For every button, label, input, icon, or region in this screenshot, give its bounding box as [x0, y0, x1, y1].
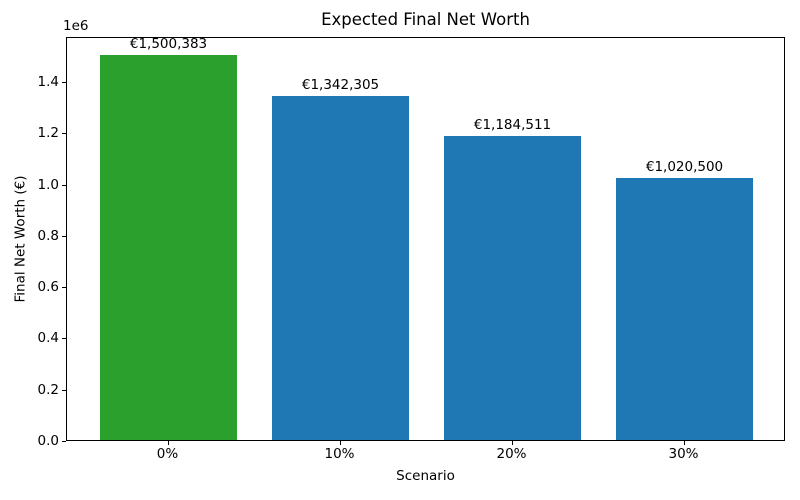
y-axis-offset-text: 1e6 [63, 18, 89, 34]
y-tick-label: 1.0 [37, 176, 59, 193]
y-tick-mark [62, 441, 66, 442]
bar-value-label: €1,020,500 [645, 159, 724, 176]
x-tick-label: 10% [324, 446, 355, 462]
bar-value-label: €1,342,305 [301, 76, 380, 93]
x-tick-mark [167, 441, 169, 445]
y-tick-label: 0.6 [37, 279, 59, 296]
x-tick-label: 30% [668, 446, 699, 462]
y-tick-label: 0.8 [37, 227, 59, 244]
y-axis-label: Final Net Worth (€) [12, 175, 29, 303]
x-tick-label: 20% [496, 446, 527, 462]
x-tick-label: 0% [156, 446, 179, 462]
bar-0% [99, 55, 238, 440]
bar-30% [615, 178, 754, 440]
bar-value-label: €1,184,511 [473, 117, 552, 134]
x-tick-mark [511, 441, 513, 445]
y-tick-mark [62, 82, 66, 83]
y-tick-mark [62, 235, 66, 237]
bar-20% [443, 136, 582, 440]
y-tick-label: 1.2 [37, 125, 59, 142]
plot-area: €1,500,383 €1,342,305 €1,184,511 €1,020,500 [66, 37, 785, 441]
y-tick-mark [62, 184, 66, 186]
y-tick-mark [62, 389, 66, 391]
y-tick-label: 0.0 [37, 433, 59, 449]
x-axis-label: Scenario [396, 468, 455, 484]
bar-value-label: €1,500,383 [129, 36, 208, 53]
chart-title: Expected Final Net Worth [321, 10, 530, 29]
y-tick-mark [62, 133, 66, 135]
x-tick-mark [683, 441, 685, 445]
bar-10% [271, 95, 410, 440]
y-tick-label: 0.4 [37, 330, 59, 347]
x-tick-mark [339, 441, 341, 445]
y-tick-label: 0.2 [37, 381, 59, 398]
y-tick-mark [62, 287, 66, 289]
y-tick-mark [62, 338, 66, 340]
y-tick-label: 1.4 [37, 74, 59, 90]
